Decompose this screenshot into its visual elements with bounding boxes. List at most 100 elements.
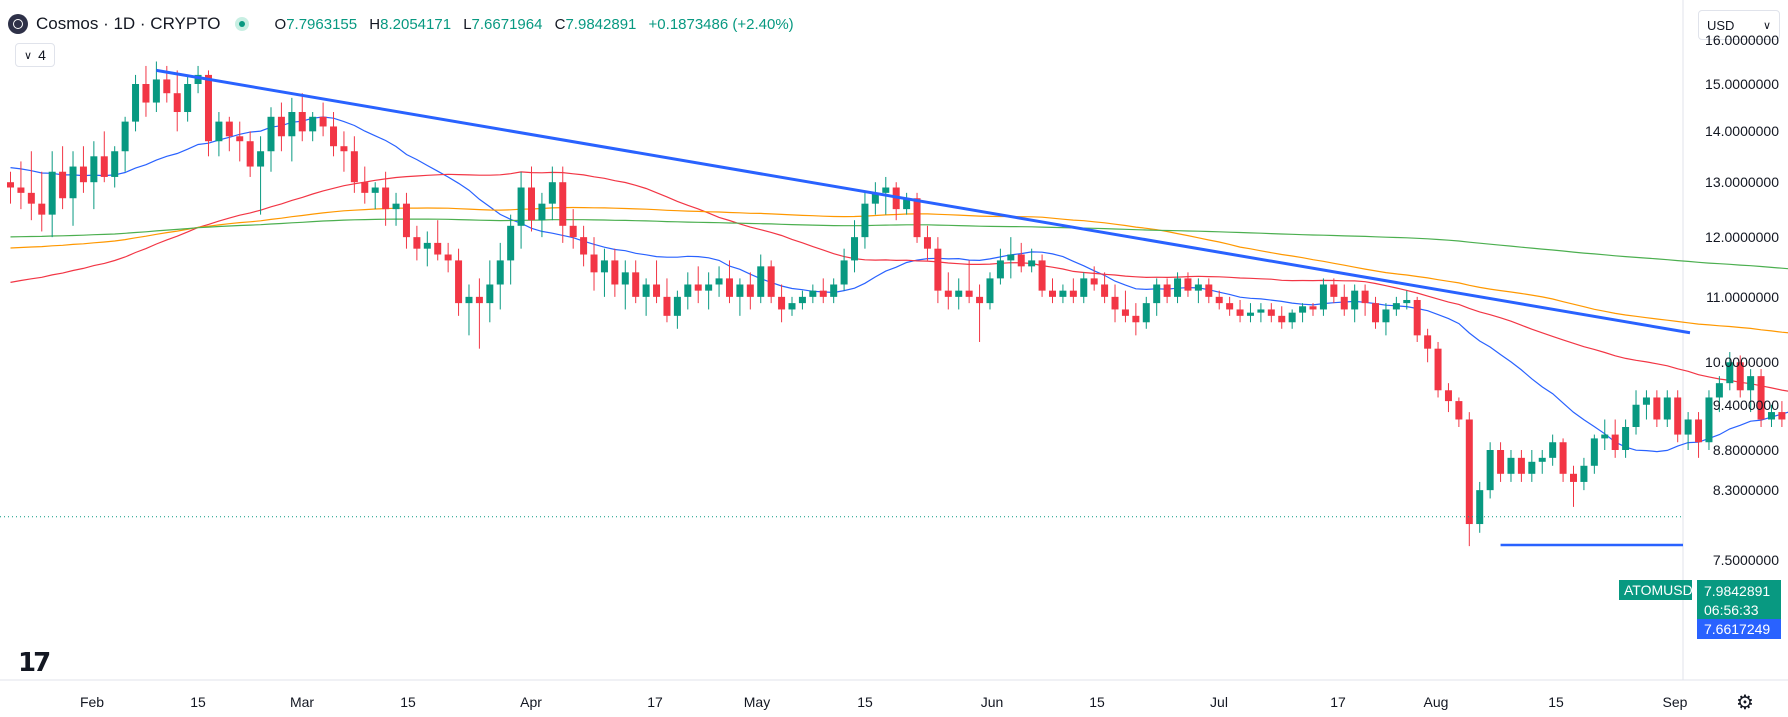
candle-body — [1236, 309, 1244, 316]
candle-body — [1049, 290, 1056, 297]
currency-select[interactable]: USD ∨ — [1698, 10, 1780, 40]
candle-body — [1403, 299, 1411, 304]
price-tick-label: 8.3000000 — [1712, 482, 1779, 499]
candle-body — [882, 187, 890, 193]
candle-body — [819, 290, 827, 297]
candle-body — [59, 171, 67, 199]
candle-body — [225, 121, 233, 137]
candle-body — [1601, 434, 1609, 439]
candle-body — [559, 182, 567, 226]
time-tick-label: 15 — [400, 694, 416, 710]
price-tick-label: 14.0000000 — [1705, 123, 1779, 140]
candle-body — [528, 187, 535, 221]
candle-body — [111, 151, 119, 177]
last-price-value: 7.9842891 — [1704, 583, 1771, 599]
candle-body — [402, 203, 410, 238]
candle-body — [767, 266, 775, 297]
candle-body — [1330, 284, 1338, 297]
candle-body — [330, 126, 338, 147]
symbol-title[interactable]: Cosmos · 1D · CRYPTO — [36, 14, 221, 33]
candle-body — [705, 284, 713, 291]
candle-body — [475, 296, 483, 304]
cosmos-logo-icon — [8, 14, 28, 34]
candle-body — [715, 278, 723, 285]
candle-body — [173, 93, 181, 113]
candle-body — [340, 146, 348, 152]
price-tick-label: 13.0000000 — [1705, 174, 1779, 191]
open-value: 7.7963155 — [286, 15, 358, 33]
candle-body — [1101, 284, 1109, 297]
candle-body — [1476, 490, 1484, 525]
candle-body — [152, 79, 160, 103]
candle-body — [1132, 315, 1140, 323]
candle-body — [309, 116, 317, 132]
support-level-tag: 7.6617249 — [1697, 619, 1781, 639]
candle-body — [27, 192, 35, 204]
indicators-toggle-button[interactable]: ∨ 4 — [15, 43, 55, 67]
candle-body — [423, 242, 431, 249]
time-tick-label: 15 — [857, 694, 873, 710]
candle-body — [1090, 278, 1098, 285]
price-tick-label: 12.0000000 — [1705, 229, 1779, 246]
candle-body — [142, 84, 150, 103]
candle-body — [1028, 260, 1036, 267]
candle-body — [455, 260, 463, 304]
candle-body — [1559, 442, 1567, 474]
time-tick-label: 15 — [1548, 694, 1564, 710]
candle-body — [1767, 412, 1775, 420]
candle-body — [621, 272, 629, 285]
candle-body — [194, 74, 202, 84]
candle-body — [913, 198, 921, 238]
candle-body — [1726, 362, 1734, 384]
time-tick-label: 15 — [1089, 694, 1105, 710]
candle-body — [861, 203, 869, 238]
candle-body — [851, 237, 859, 261]
tradingview-logo[interactable]: 17 — [18, 648, 51, 678]
candle-body — [1642, 397, 1650, 405]
low-key: L — [463, 15, 472, 33]
candle-body — [1319, 284, 1327, 310]
candle-body — [1382, 309, 1390, 323]
ohlc-readout: O7.7963155 H8.2054171 L7.6671964 C7.9842… — [275, 16, 802, 33]
time-tick-label: Feb — [79, 694, 105, 710]
candle-body — [298, 112, 306, 132]
candle-body — [1299, 306, 1307, 313]
candle-body — [444, 254, 452, 261]
candle-body — [684, 284, 692, 297]
time-tick-label: 15 — [190, 694, 206, 710]
time-tick-label: Aug — [1423, 694, 1449, 710]
market-status-icon[interactable] — [234, 17, 249, 31]
candle-body — [1632, 404, 1640, 427]
price-tick-label: 9.4000000 — [1712, 396, 1779, 413]
candle-body — [17, 187, 25, 193]
candle-body — [1580, 465, 1588, 482]
price-tick-label: 15.0000000 — [1705, 76, 1779, 92]
candle-body — [277, 116, 285, 137]
candle-body — [486, 284, 494, 304]
candle-body — [361, 182, 369, 193]
time-tick-label: May — [743, 694, 771, 710]
gear-icon[interactable]: ⚙ — [1736, 692, 1754, 714]
candle-body — [371, 187, 379, 193]
candle-body — [673, 296, 681, 316]
candle-body — [1309, 306, 1317, 310]
candle-body — [1017, 254, 1025, 267]
candle-body — [215, 121, 223, 142]
candle-body — [923, 237, 931, 249]
candle-body — [757, 266, 765, 297]
price-tick-label: 11.0000000 — [1706, 288, 1779, 305]
time-tick-label: Mar — [289, 694, 315, 710]
high-key: H — [369, 15, 381, 33]
candle-body — [1288, 312, 1296, 323]
candle-body — [1246, 312, 1254, 316]
candle-body — [1257, 309, 1265, 313]
candle-body — [288, 112, 296, 137]
change-value: +0.1873486 (+2.40%) — [648, 15, 794, 33]
candle-body — [1684, 419, 1692, 435]
candle-body — [1570, 473, 1577, 482]
candle-body — [1174, 278, 1182, 297]
chevron-down-icon: ∨ — [1762, 20, 1771, 32]
candle-body — [1007, 254, 1015, 261]
candle-body — [1497, 450, 1505, 474]
